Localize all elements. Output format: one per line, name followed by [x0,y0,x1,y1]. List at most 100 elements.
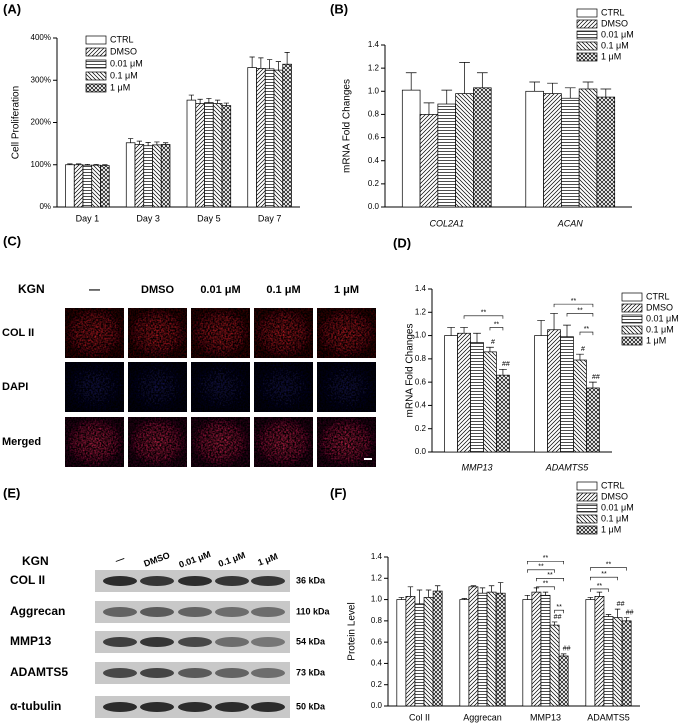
bar [212,103,223,208]
legend-label: 0.01 μM [646,313,679,323]
x-tick-label: Day 5 [197,213,221,223]
error-bar [563,324,571,337]
legend-swatch [576,52,598,62]
y-tick-label: 300% [31,75,51,84]
error-bar [614,608,621,618]
error-bar [441,89,453,105]
legend-swatch [85,71,107,81]
bar [396,599,407,707]
legend-label: 0.1 μM [601,513,629,523]
x-tick-label: ACAN [557,218,584,228]
blot-band [215,576,249,586]
bar [221,105,232,208]
bar [621,620,632,707]
legend-swatch [576,525,598,535]
bar [525,90,544,208]
blot-band [103,702,137,712]
bar [414,603,425,707]
error-bar [582,81,594,89]
significance-mark: ** [584,326,590,333]
bar [401,89,421,208]
error-bar [537,320,545,336]
significance-mark: ## [554,614,562,621]
blot-band [140,576,174,586]
y-tick-label: 1.4 [415,284,427,293]
blot-band [251,607,285,617]
micrograph [191,362,250,412]
error-bar [102,164,108,166]
significance-mark: ## [617,601,625,608]
legend-swatch [621,314,643,324]
legend-swatch [576,8,598,18]
blot-band [251,668,285,678]
micrograph [317,308,376,358]
significance-mark: ** [543,555,549,562]
micrograph [317,362,376,412]
y-tick-label: 400% [31,33,51,42]
row-label: ADAMTS5 [10,665,68,679]
error-bar [188,94,195,101]
blot-band [215,668,249,678]
bar [578,88,598,208]
significance-mark: # [581,346,585,353]
bar [65,164,75,208]
lane-header: — [114,553,126,565]
bar [522,599,533,707]
error-bar [162,142,169,145]
y-tick-label: 1.4 [368,40,380,49]
legend-label: DMSO [110,46,137,56]
significance-mark: ** [494,321,500,328]
micrograph [65,417,124,467]
bracket [579,331,594,336]
error-bar [267,59,273,69]
x-tick-label: COL2A1 [429,218,464,228]
panel-label: (D) [393,235,411,250]
error-bar [497,582,504,594]
blot-band [251,702,285,712]
column-header: 0.1 μM [266,284,300,296]
bracket [590,576,618,581]
legend-swatch [576,41,598,51]
bar [594,596,605,707]
bar [531,591,542,707]
column-header: 0.01 μM [200,284,240,296]
y-tick-label: 0.0 [415,447,427,456]
significance-mark: ## [563,646,571,653]
legend-swatch [576,19,598,29]
legend-swatch [576,514,598,524]
bar [100,165,110,208]
column-header: DMSO [141,284,174,296]
bar [405,596,416,707]
bar [437,103,456,208]
error-bar [550,313,558,330]
bar [444,335,458,453]
error-bar [76,163,82,165]
legend-label: 1 μM [646,335,666,345]
bracket [489,327,504,331]
band-size: 73 kDa [296,667,326,677]
error-bar [84,163,90,166]
error-bar [623,617,630,621]
error-bar [154,141,160,145]
legend-swatch [85,47,107,57]
significance-mark: ** [547,572,553,579]
error-bar [423,102,435,115]
legend-swatch [621,292,643,302]
legend-label: DMSO [601,491,628,501]
bar [186,99,197,208]
legend-label: 0.1 μM [601,40,629,50]
x-tick-label: MMP13 [461,462,492,472]
y-tick-label: 0.0 [368,202,380,211]
bar [73,164,84,208]
panel-label: (C) [3,233,21,248]
bar [419,114,439,208]
error-bar [249,56,255,68]
panel-label: (A) [3,1,21,16]
micrograph [254,308,313,358]
bar [468,586,479,707]
error-bar [284,52,290,65]
error-bar [564,87,576,99]
legend-label: CTRL [601,480,625,490]
blot-band [103,576,137,586]
lane-header: 0.01 μM [178,549,212,570]
